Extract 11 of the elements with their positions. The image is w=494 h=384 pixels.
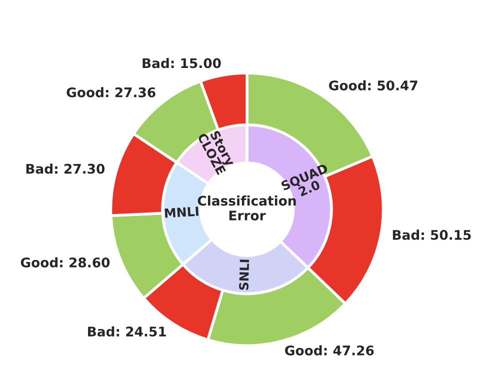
text: Classification Error — [198, 196, 296, 220]
data-label: Bad: 50.15 — [392, 230, 471, 240]
data-label: Good: 27.36 — [66, 87, 156, 98]
data-label: Bad: 15.00 — [142, 58, 221, 68]
data-label: Bad: 24.51 — [88, 326, 166, 337]
data-label: Good: 47.26 — [285, 345, 374, 356]
data-label: Good: 50.47 — [329, 80, 418, 90]
data-label: Bad: 27.30 — [26, 164, 105, 174]
data-label: Good: 28.60 — [20, 257, 110, 268]
data-label: SNLI — [238, 260, 250, 290]
data-label: MNLI — [164, 206, 198, 218]
